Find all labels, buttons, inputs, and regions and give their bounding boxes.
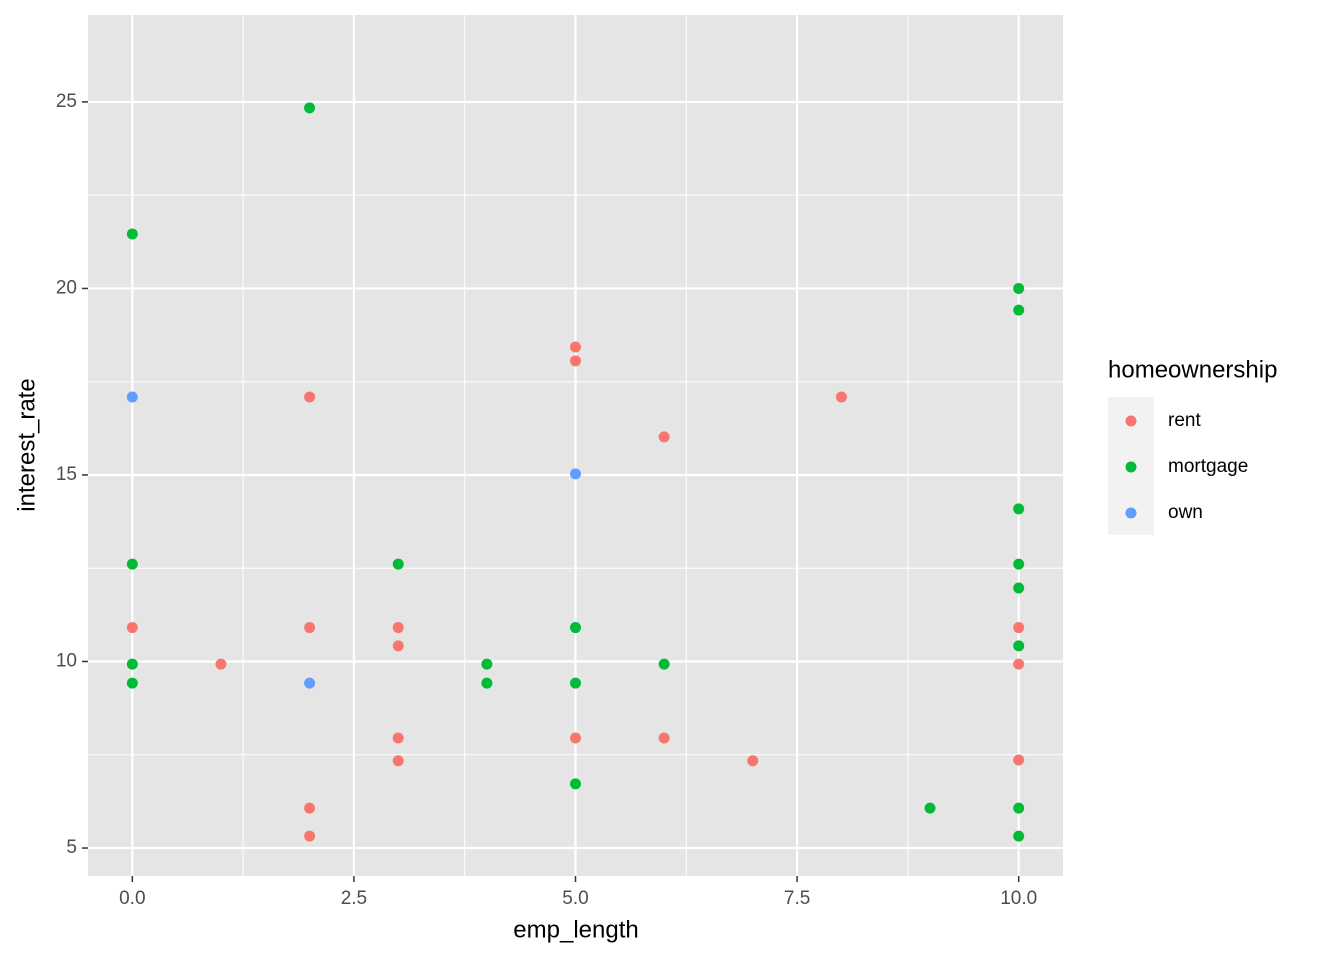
point	[304, 622, 316, 634]
point	[1013, 582, 1025, 594]
point	[126, 658, 138, 670]
legend-key	[1125, 461, 1137, 473]
legend-label: mortgage	[1168, 456, 1248, 477]
point	[658, 732, 670, 744]
point	[1013, 802, 1025, 814]
point	[126, 677, 138, 689]
point	[304, 677, 316, 689]
x-tick-label: 0.0	[119, 888, 145, 909]
points	[126, 102, 1025, 842]
legend-label: own	[1168, 502, 1203, 523]
y-axis-title: interest_rate	[13, 378, 40, 511]
point	[1013, 640, 1025, 652]
point	[570, 468, 581, 480]
point	[304, 102, 316, 114]
y-tick-label: 10	[56, 651, 77, 672]
point	[126, 228, 138, 240]
y-tick-label: 20	[56, 277, 77, 298]
point	[126, 391, 138, 403]
point	[126, 622, 138, 634]
y-tick-label: 5	[66, 837, 77, 858]
point	[304, 830, 316, 842]
point	[570, 732, 581, 744]
x-tick-label: 5.0	[562, 888, 588, 909]
y-tick-label: 25	[56, 91, 77, 112]
x-tick-label: 7.5	[784, 888, 810, 909]
point	[1013, 304, 1025, 316]
point	[570, 778, 581, 790]
point	[570, 677, 581, 689]
point	[658, 431, 670, 443]
x-tick-label: 10.0	[1000, 888, 1037, 909]
point	[392, 755, 404, 767]
point	[1013, 503, 1025, 515]
point	[392, 558, 404, 570]
point	[304, 802, 316, 814]
point	[392, 640, 404, 652]
point	[570, 355, 581, 367]
point	[215, 658, 227, 670]
legend: rent mortgage own	[1125, 410, 1248, 523]
point	[1013, 658, 1025, 670]
point	[747, 755, 759, 767]
point	[304, 391, 316, 403]
legend-key	[1125, 507, 1137, 519]
point	[481, 677, 493, 689]
point	[1013, 754, 1025, 766]
point	[1013, 830, 1025, 842]
legend-key	[1125, 415, 1137, 427]
point	[1013, 622, 1025, 634]
point	[835, 391, 847, 403]
point	[658, 658, 670, 670]
point	[392, 622, 404, 634]
point	[570, 341, 581, 353]
x-axis-title: emp_length	[513, 916, 638, 943]
x-tick-label: 2.5	[341, 888, 367, 909]
y-tick-label: 15	[56, 464, 77, 485]
point	[570, 622, 581, 634]
point	[1013, 282, 1025, 294]
point	[126, 558, 138, 570]
point	[392, 732, 404, 744]
axes: 0.0 2.5 5.0 7.5 10.0 5 10 15 20 25	[56, 91, 1037, 909]
point	[481, 658, 493, 670]
point	[1013, 558, 1025, 570]
legend-title: homeownership	[1108, 356, 1277, 383]
point	[924, 802, 936, 814]
legend-label: rent	[1168, 410, 1201, 431]
